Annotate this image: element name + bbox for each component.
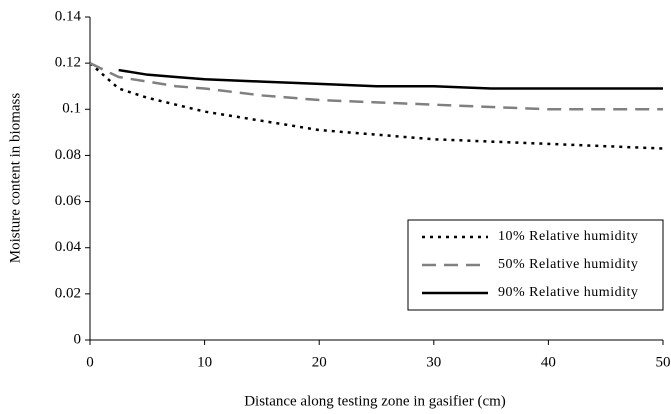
series-line xyxy=(89,62,664,150)
y-tick-label: 0.1 xyxy=(62,101,81,117)
y-tick-label: 0 xyxy=(74,331,82,347)
y-tick-label: 0.08 xyxy=(55,147,81,163)
legend-label: 50% Relative humidity xyxy=(498,257,638,272)
y-tick-label: 0.06 xyxy=(55,193,82,209)
y-tick-label: 0.14 xyxy=(55,8,82,24)
x-tick-label: 0 xyxy=(86,354,94,370)
y-tick-label: 0.12 xyxy=(55,55,81,71)
y-tick-label: 0.02 xyxy=(55,285,81,301)
x-tick-label: 10 xyxy=(197,354,212,370)
x-axis-label: Distance along testing zone in gasifier … xyxy=(244,393,506,409)
y-axis-label: Moisture content in biomass xyxy=(7,93,23,264)
x-tick-label: 20 xyxy=(312,354,327,370)
x-tick-label: 50 xyxy=(656,354,671,370)
x-tick-label: 40 xyxy=(541,354,556,370)
series-line xyxy=(89,62,663,111)
series-line xyxy=(118,68,663,90)
y-tick-label: 0.04 xyxy=(55,239,82,255)
legend-label: 10% Relative humidity xyxy=(498,229,638,244)
x-tick-label: 30 xyxy=(426,354,441,370)
legend-label: 90% Relative humidity xyxy=(498,285,638,300)
